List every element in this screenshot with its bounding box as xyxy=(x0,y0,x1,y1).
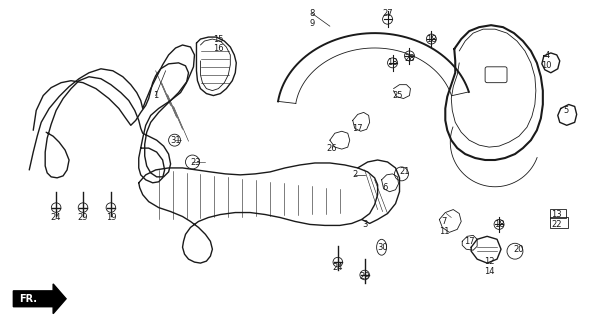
Polygon shape xyxy=(13,284,66,314)
Text: 17: 17 xyxy=(352,124,363,133)
Text: 25: 25 xyxy=(393,91,403,100)
Text: 15: 15 xyxy=(213,35,224,44)
Text: FR.: FR. xyxy=(20,294,37,304)
Text: 19: 19 xyxy=(106,213,116,222)
Text: 30: 30 xyxy=(377,243,388,252)
Text: 2: 2 xyxy=(352,170,358,180)
Text: 4: 4 xyxy=(544,52,550,60)
Text: 18: 18 xyxy=(387,58,398,67)
Text: 3: 3 xyxy=(362,220,368,229)
Text: 7: 7 xyxy=(442,217,447,226)
Text: 18: 18 xyxy=(426,35,436,44)
Text: 26: 26 xyxy=(327,144,337,153)
Text: 31: 31 xyxy=(170,136,181,145)
Text: 16: 16 xyxy=(213,44,224,53)
Text: 17: 17 xyxy=(464,237,474,246)
Text: 18: 18 xyxy=(494,220,505,229)
Text: 8: 8 xyxy=(309,9,315,18)
Text: 23: 23 xyxy=(190,158,201,167)
Text: 6: 6 xyxy=(382,183,387,192)
Text: 9: 9 xyxy=(310,19,314,28)
Text: 12: 12 xyxy=(484,257,495,266)
Text: 21: 21 xyxy=(399,167,410,176)
Text: 27: 27 xyxy=(382,9,393,18)
Text: 28: 28 xyxy=(404,54,415,63)
Text: 29: 29 xyxy=(78,213,88,222)
Text: 10: 10 xyxy=(541,61,552,70)
Text: 20: 20 xyxy=(514,245,524,254)
Text: 24: 24 xyxy=(333,263,343,272)
Text: 1: 1 xyxy=(153,91,158,100)
Text: 5: 5 xyxy=(563,106,568,115)
Text: 24: 24 xyxy=(51,213,62,222)
Text: 22: 22 xyxy=(551,220,562,229)
Text: 13: 13 xyxy=(551,210,562,219)
Text: 14: 14 xyxy=(484,267,495,276)
Text: 29: 29 xyxy=(359,272,370,282)
Text: 11: 11 xyxy=(439,227,449,236)
